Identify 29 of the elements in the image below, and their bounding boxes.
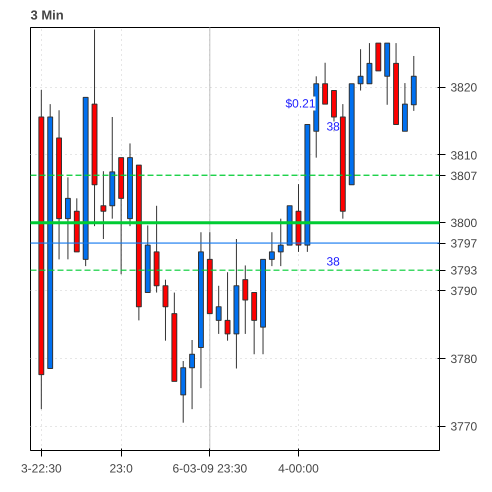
ref-line-label: 3797: [450, 236, 478, 251]
annotation: $0.21: [286, 96, 316, 110]
candlestick: [216, 285, 222, 334]
candlestick: [268, 232, 275, 267]
candlestick: [64, 176, 71, 260]
x-tick-label: 6-03-09 23:30: [172, 462, 248, 476]
candlestick: [278, 218, 284, 267]
candlestick: [162, 279, 168, 342]
candlestick: [242, 264, 248, 334]
y-tick-label: 3790: [450, 284, 478, 298]
x-tick-label: 3-22:30: [20, 462, 62, 476]
y-tick-label: 3770: [450, 420, 478, 434]
x-tick-label: 23:0: [109, 462, 134, 476]
y-tick-label: 3810: [450, 148, 478, 162]
candlestick: [358, 48, 364, 92]
y-tick-label: 3820: [450, 80, 478, 95]
ref-line-label: 3807: [450, 168, 478, 183]
ref-line-label: 3793: [450, 264, 478, 278]
annotation: 38: [326, 254, 340, 268]
candlestick: [100, 170, 106, 240]
candlestick: [224, 272, 230, 342]
y-tick-label: 3780: [450, 352, 478, 366]
x-tick-label: 4-00:00: [278, 462, 320, 476]
candlestick: [322, 62, 328, 105]
annotation: 38: [326, 120, 340, 134]
chart-title: 3 Min: [30, 8, 64, 22]
candlestick: [189, 340, 196, 410]
candlestick: [366, 42, 372, 84]
ref-line-label: 3800: [450, 216, 478, 230]
